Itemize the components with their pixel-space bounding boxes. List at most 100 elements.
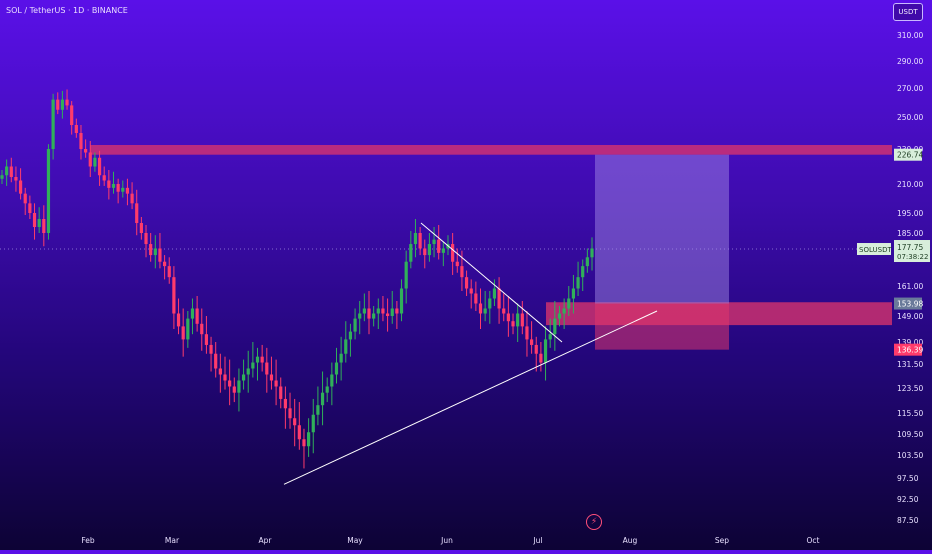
candle-body xyxy=(344,339,348,354)
candle-body xyxy=(56,99,60,110)
candle-body xyxy=(390,308,394,316)
candle-body xyxy=(232,386,236,393)
candle-body xyxy=(283,398,287,409)
price-axis-tick: 250.00 xyxy=(897,113,923,122)
candle-body xyxy=(0,175,4,179)
candle-body xyxy=(107,180,111,188)
candle-body xyxy=(302,439,306,447)
candle-body xyxy=(539,353,543,363)
candle-body xyxy=(97,157,102,176)
candle-body xyxy=(116,184,120,192)
candle-body xyxy=(339,353,343,363)
symbol-tag-bg xyxy=(857,243,891,256)
candle-body xyxy=(399,288,404,314)
profit-target-box xyxy=(595,154,729,304)
candle-body xyxy=(441,248,445,253)
candle-body xyxy=(437,239,441,253)
candle-body xyxy=(385,313,390,316)
candle-body xyxy=(88,152,92,167)
candle-body xyxy=(18,180,23,194)
price-axis-tick: 87.50 xyxy=(897,516,919,525)
symbol-title: SOL / TetherUS · 1D · BINANCE xyxy=(6,6,128,15)
candle-body xyxy=(14,177,18,181)
candle-body xyxy=(260,356,264,363)
candle-body xyxy=(530,339,534,345)
candle-body xyxy=(125,187,130,194)
candle-body xyxy=(497,288,501,309)
candle-body xyxy=(269,374,274,381)
candle-body xyxy=(214,353,218,369)
price-label-stop: 136.39 xyxy=(897,346,923,355)
currency-button[interactable]: USDT xyxy=(893,3,923,21)
candle-body xyxy=(251,362,255,369)
time-axis-tick: Mar xyxy=(165,536,180,545)
candle-body xyxy=(74,125,78,133)
candle-body xyxy=(307,432,311,447)
candle-body xyxy=(571,288,576,299)
candle-body xyxy=(418,233,422,249)
candle-body xyxy=(516,313,520,327)
candle-body xyxy=(455,261,459,267)
candle-body xyxy=(204,334,209,345)
ascending-support xyxy=(283,310,658,485)
candle-body xyxy=(79,133,83,149)
candle-body xyxy=(195,308,199,324)
candle-body xyxy=(293,418,297,426)
candle-body xyxy=(9,166,13,177)
lightning-bolt-icon[interactable]: ⚡ xyxy=(586,514,602,530)
candle-body xyxy=(562,308,566,314)
descending-resistance xyxy=(420,222,563,343)
price-axis-tick: 310.00 xyxy=(897,31,923,40)
candle-body xyxy=(483,308,487,314)
candle-body xyxy=(576,277,580,289)
candle-body xyxy=(316,405,320,415)
candle-body xyxy=(567,298,571,309)
candle-body xyxy=(404,261,408,289)
candle-body xyxy=(358,313,362,319)
candle-body xyxy=(51,99,55,149)
candle-body xyxy=(534,344,538,354)
candle-body xyxy=(265,362,269,375)
candle-body xyxy=(158,248,162,262)
candle-body xyxy=(279,386,283,399)
candle-body xyxy=(423,248,427,256)
candle-body xyxy=(362,308,366,314)
candle-body xyxy=(186,318,190,340)
candle-body xyxy=(488,298,492,309)
price-axis-tick: 139.00 xyxy=(897,338,923,347)
candle-body xyxy=(395,308,399,314)
candle-body xyxy=(223,374,227,381)
candle-body xyxy=(409,244,413,262)
candle-body xyxy=(144,233,148,245)
candle-body xyxy=(246,368,250,375)
candle-body xyxy=(218,368,222,375)
candle-body xyxy=(469,288,473,294)
candle-body xyxy=(325,386,329,393)
time-axis-tick: Oct xyxy=(807,536,820,545)
candle-body xyxy=(149,244,153,256)
candle-body xyxy=(288,408,292,419)
price-axis-tick: 195.00 xyxy=(897,209,923,218)
candle-body xyxy=(376,308,380,314)
stop-loss-box xyxy=(595,303,729,350)
candle-body xyxy=(548,334,552,340)
candle-body xyxy=(492,288,497,299)
time-axis-tick: Feb xyxy=(81,536,95,545)
candle-body xyxy=(255,356,260,363)
price-axis-tick: 92.50 xyxy=(897,495,919,504)
candle-body xyxy=(464,277,469,289)
candle-body xyxy=(413,233,418,245)
candle-body xyxy=(153,248,157,256)
candle-body xyxy=(176,313,181,327)
candle-body xyxy=(525,326,529,340)
time-axis-tick: Jun xyxy=(440,536,453,545)
price-label-target: 226.74 xyxy=(897,151,923,160)
price-axis-tick: 123.50 xyxy=(897,384,923,393)
candle-body xyxy=(372,313,376,319)
candle-body xyxy=(381,308,385,314)
candle-body xyxy=(135,203,139,223)
candle-body xyxy=(474,293,478,304)
price-axis-tick: 149.00 xyxy=(897,312,923,321)
